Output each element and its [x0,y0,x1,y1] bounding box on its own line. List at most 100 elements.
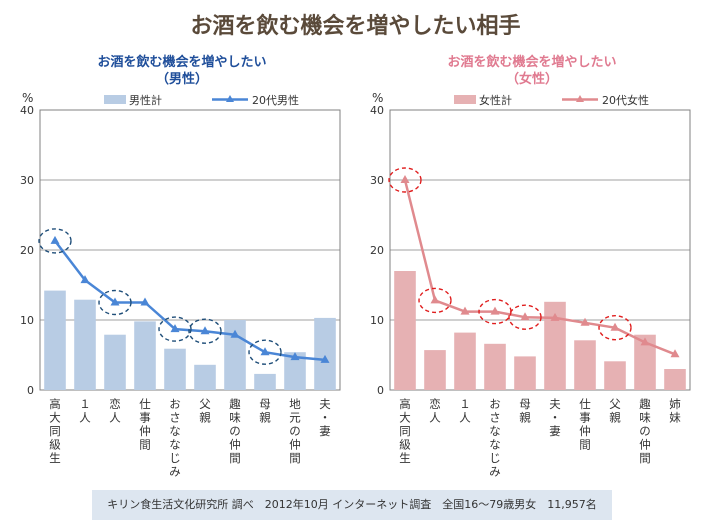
male-chart-line-point [170,324,180,333]
male-chart-title: お酒を飲む機会を増やしたい （男性） [12,54,352,88]
female-chart-line-point [550,312,560,321]
female-chart-bar [604,361,626,390]
female-chart-bar [394,271,416,390]
female-chart-bar [424,350,446,390]
male-chart-title-line1: お酒を飲む機会を増やしたい [97,55,267,70]
male-chart-bar [104,334,126,390]
male-chart-bar [164,348,186,390]
male-chart-line-point [200,326,210,335]
male-chart-highlight-circle [248,339,282,365]
male-chart-legend-line-marker [226,95,234,102]
female-chart-title: お酒を飲む機会を増やしたい （女性） [362,54,702,88]
female-chart-category-label: 夫・妻 [549,397,561,438]
male-chart-bar [194,364,216,390]
male-chart-bar [284,352,306,390]
female-chart-series-line [403,179,676,356]
female-chart-plot-frame [389,109,691,391]
female-chart-category-label: 恋人 [429,397,441,425]
female-chart-legend-bar-label: 女性計 [479,93,512,107]
female-chart-bar [484,343,506,390]
female-chart-legend-line-label: 20代女性 [602,93,649,107]
male-chart-line-point [290,352,300,361]
female-chart-y-tick-label: 10 [370,314,384,327]
female-chart: % 女性計 20代女性 0 10 20 30 40 高大同級生 恋人 １人 おさななじみ 母親 夫・妻 仕事… [370,91,691,479]
male-chart-plot-frame [39,109,341,391]
female-chart-bar [664,369,686,390]
female-chart-bar [544,301,566,390]
female-chart-y-tick-label: 30 [370,174,384,187]
female-chart-bar [514,356,536,390]
female-chart-highlight-circle [418,287,452,314]
male-chart-line-point [260,347,270,356]
male-chart-panel: お酒を飲む機会を増やしたい （男性） % 男性計 20代男性 0 10 20 30 40 高大同… [12,50,352,490]
female-chart-category-label: 趣味の仲間 [639,397,651,465]
male-chart-bar [44,290,66,390]
female-chart-category-label: 仕事仲間 [579,397,591,452]
female-chart-line-point [400,175,410,183]
female-chart-unit-label: % [372,91,383,105]
male-chart-category-label: 高大同級生 [49,397,61,465]
male-chart-y-tick-label: 40 [20,104,34,117]
male-chart-title-line2: （男性） [155,72,208,87]
male-chart-line-point [110,297,120,306]
male-chart-legend-bar-label: 男性計 [129,93,162,107]
female-chart-title-line1: お酒を飲む機会を増やしたい [447,55,617,70]
male-chart-legend: 男性計 20代男性 [104,93,299,107]
male-chart-highlight-circle [158,316,192,342]
female-chart-bar [454,332,476,390]
male-chart-category-label: 地元の仲間 [289,397,301,465]
male-chart-line-point [320,354,330,363]
page-title: お酒を飲む機会を増やしたい相手 [190,14,521,39]
female-chart-line-point [520,312,530,321]
male-chart-category-label: 仕事仲間 [139,397,151,452]
female-chart-line-point [490,306,500,315]
female-chart-legend-bar-swatch [454,95,476,104]
male-chart-category-label: 母親 [259,397,271,425]
female-chart-line-point [670,349,680,358]
female-chart-category-label: １人 [459,397,471,425]
male-chart-line-point [230,329,240,338]
female-chart-line-point [610,322,620,331]
female-chart-category-label: 母親 [519,397,531,425]
female-chart-y-tick-label: 40 [370,104,384,117]
female-chart-line-point [430,295,440,304]
male-chart-y-tick-label: 20 [20,244,34,257]
female-chart-category-label: 姉妹 [669,397,681,425]
female-chart-panel: お酒を飲む機会を増やしたい （女性） % 女性計 20代女性 0 10 20 30 40 高大同… [362,50,702,490]
male-chart-y-tick-label: 30 [20,174,34,187]
male-chart-category-label: 恋人 [109,397,121,425]
female-chart-highlight-circle [508,304,542,330]
male-chart-unit-label: % [22,91,33,105]
male-chart-category-label: １人 [79,397,91,425]
female-chart-legend: 女性計 20代女性 [454,93,649,107]
male-chart-y-tick-label: 10 [20,314,34,327]
male-chart-legend-bar-swatch [104,95,126,104]
male-chart-highlight-circle [98,289,132,316]
female-chart-legend-line-marker [576,95,584,102]
female-chart-bar [574,340,596,390]
female-chart-line-point [460,306,470,315]
male-chart-category-label: 夫・妻 [319,397,331,438]
female-chart-bar [634,334,656,390]
male-chart-line-point [140,297,150,306]
female-chart-category-label: 高大同級生 [399,397,411,465]
female-chart-highlight-circle [388,167,422,193]
female-chart-category-label: おさななじみ [489,397,501,479]
male-chart-bar [74,299,96,390]
source-footer: キリン食生活文化研究所 調べ 2012年10月 インターネット調査 全国16〜7… [92,490,612,520]
male-chart-highlight-circle [38,228,72,254]
male-chart-line-point [80,275,90,284]
female-chart-highlight-circle [598,315,632,341]
female-chart-category-label: 父親 [609,397,621,425]
female-chart-line-point [580,317,590,326]
male-chart-line-point [50,235,60,244]
male-chart-category-label: おさななじみ [169,397,181,479]
female-chart-y-tick-label: 20 [370,244,384,257]
female-chart-y-tick-label: 0 [377,384,384,397]
male-chart-category-label: 父親 [199,397,211,425]
male-chart-bar [314,317,336,390]
male-chart-bar [254,373,276,390]
female-chart-title-line2: （女性） [505,72,558,87]
male-chart-category-label: 趣味の仲間 [229,397,241,465]
